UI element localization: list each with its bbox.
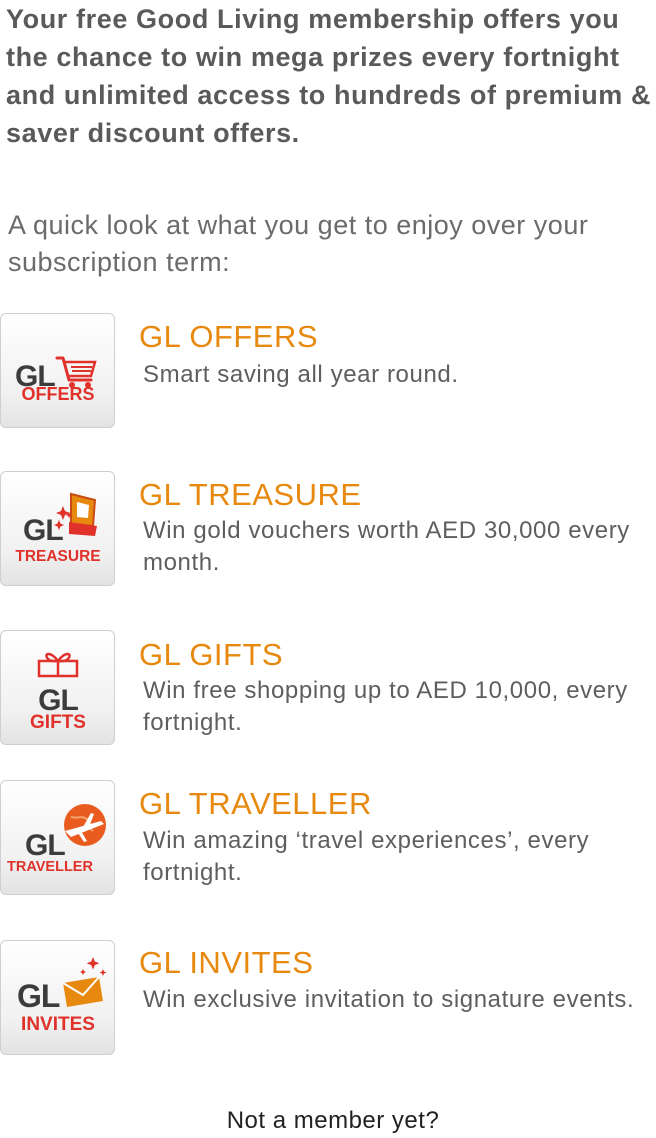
feature-invites[interactable]: GL INVITES GL INVITES Win exclusive invi… xyxy=(0,940,656,1058)
feature-title-offers[interactable]: GL OFFERS xyxy=(139,319,319,354)
feature-treasure[interactable]: GL TREASURE GL TREASURE Win gold voucher… xyxy=(0,471,656,589)
badge-label-treasure: TREASURE xyxy=(15,548,100,565)
gl-treasure-chest-icon: GL TREASURE xyxy=(0,471,115,586)
badge-label-invites: INVITES xyxy=(21,1014,95,1035)
svg-text:GL: GL xyxy=(25,829,65,862)
gl-traveller-plane-icon: GL TRAVELLER xyxy=(0,780,115,895)
feature-description-offers: Smart saving all year round. xyxy=(143,361,459,388)
feature-title-invites[interactable]: GL INVITES xyxy=(139,945,314,980)
badge-label-offers: OFFERS xyxy=(21,384,94,404)
intro-subtext: A quick look at what you get to enjoy ov… xyxy=(8,210,589,277)
feature-description-traveller: Win amazing ‘travel experiences’, every … xyxy=(143,827,590,886)
not-a-member-label[interactable]: Not a member yet? xyxy=(226,1107,440,1134)
feature-description-treasure: Win gold vouchers worth AED 30,000 every… xyxy=(143,517,630,576)
svg-text:GL: GL xyxy=(17,978,60,1014)
not-a-member-link[interactable]: Not a member yet? xyxy=(0,1104,656,1138)
intro-headline: Your free Good Living membership offers … xyxy=(6,4,652,148)
feature-title-treasure[interactable]: GL TREASURE xyxy=(139,477,362,512)
svg-text:GL: GL xyxy=(15,360,55,393)
feature-traveller[interactable]: GL TRAVELLER GL TRAVELLER Win amazing ‘t… xyxy=(0,780,656,898)
badge-label-gifts: GIFTS xyxy=(30,712,86,733)
feature-description-gifts: Win free shopping up to AED 10,000, ever… xyxy=(143,677,628,736)
gl-invites-envelope-icon: GL INVITES xyxy=(0,940,115,1055)
gl-gifts-present-icon: GL GIFTS xyxy=(0,630,115,745)
gl-offers-cart-icon: GL OFFERS xyxy=(0,313,115,428)
badge-label-traveller: TRAVELLER xyxy=(7,859,93,875)
svg-text:GL: GL xyxy=(38,684,78,717)
feature-gifts[interactable]: GL GIFTS GL GIFTS Win free shopping up t… xyxy=(0,630,656,748)
feature-offers[interactable]: GL OFFERS GL OFFERS Smart saving all yea… xyxy=(0,313,656,431)
feature-title-gifts[interactable]: GL GIFTS xyxy=(139,637,284,672)
svg-text:GL: GL xyxy=(23,514,63,547)
feature-description-invites: Win exclusive invitation to signature ev… xyxy=(143,986,635,1013)
feature-title-traveller[interactable]: GL TRAVELLER xyxy=(139,786,372,821)
